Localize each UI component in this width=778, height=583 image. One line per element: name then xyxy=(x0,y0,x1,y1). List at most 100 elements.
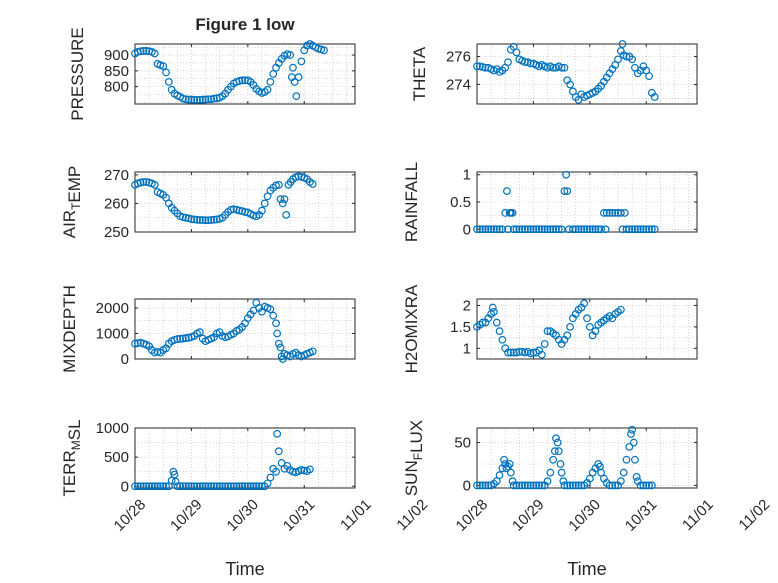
data-point xyxy=(473,62,481,71)
data-point xyxy=(650,93,659,101)
y-axis-label: MIXDEPTH xyxy=(60,285,79,373)
axes-frame xyxy=(134,171,356,233)
data-point xyxy=(176,482,185,491)
data-point xyxy=(532,225,541,234)
data-point xyxy=(187,95,196,104)
data-point xyxy=(207,482,216,491)
data-point xyxy=(577,225,586,234)
data-point xyxy=(260,199,269,208)
x-axis-label: Time xyxy=(567,559,606,579)
data-point xyxy=(198,216,207,224)
x-tick-label: 10/30 xyxy=(223,496,262,535)
data-point xyxy=(608,481,617,490)
data-point xyxy=(278,355,287,363)
data-point xyxy=(255,482,264,491)
data-point xyxy=(201,95,210,104)
data-point xyxy=(145,482,154,491)
data-point xyxy=(133,482,142,491)
data-point xyxy=(207,216,216,224)
axes-air-temp: 250 260 270 AIRTEMP xyxy=(60,166,356,241)
data-point xyxy=(504,58,512,67)
x-tick-label: 10/29 xyxy=(509,496,548,535)
data-point xyxy=(556,460,565,468)
data-point xyxy=(521,58,529,67)
data-point xyxy=(552,434,560,443)
data-point xyxy=(560,481,569,490)
data-point xyxy=(162,68,170,77)
data-point xyxy=(639,481,648,490)
data-point xyxy=(512,225,521,234)
data-point xyxy=(631,455,639,464)
y-tick-label: 2000 xyxy=(96,300,129,317)
data-point xyxy=(204,216,213,225)
data-point xyxy=(506,468,515,477)
y-axis-label: SUNFLUX xyxy=(402,420,426,496)
data-point xyxy=(195,95,204,104)
data-point xyxy=(273,429,282,438)
data-point xyxy=(518,481,527,490)
data-point xyxy=(574,225,583,234)
data-point xyxy=(232,482,241,491)
axes-frame xyxy=(134,298,356,360)
axes-frame xyxy=(134,427,356,489)
axes-mixdepth: 0 1000 2000 MIXDEPTH xyxy=(60,285,356,373)
x-tick-label: 10/31 xyxy=(622,496,661,535)
data-point xyxy=(201,482,210,491)
data-point xyxy=(521,225,529,234)
data-point xyxy=(639,225,648,234)
data-point xyxy=(504,225,512,234)
axes-rainfall: 0 0.5 1 RAINFALL xyxy=(402,162,698,242)
data-point xyxy=(226,482,235,491)
data-point xyxy=(195,216,204,224)
y-axis-label: TERRMSL xyxy=(60,419,84,496)
data-point xyxy=(506,348,515,357)
data-point xyxy=(266,305,275,314)
y-tick-label: 0 xyxy=(121,478,129,495)
data-point xyxy=(181,213,190,222)
data-point xyxy=(508,477,517,486)
y-tick-label: 2 xyxy=(463,297,471,314)
data-point xyxy=(618,40,627,48)
data-point xyxy=(139,178,148,186)
data-point xyxy=(224,482,232,491)
data-point xyxy=(601,225,610,234)
data-point xyxy=(549,63,558,72)
data-point xyxy=(614,55,622,64)
y-tick-label: 500 xyxy=(104,449,129,466)
data-point xyxy=(583,225,591,234)
data-point xyxy=(235,206,244,215)
data-point xyxy=(238,76,247,85)
data-point xyxy=(193,215,201,224)
data-point xyxy=(563,481,572,490)
data-point xyxy=(305,465,314,474)
data-point xyxy=(187,482,196,491)
data-point xyxy=(611,209,620,217)
data-point xyxy=(266,77,275,86)
data-point xyxy=(515,481,524,490)
data-point xyxy=(566,322,574,331)
data-point xyxy=(537,350,546,359)
data-point xyxy=(550,447,559,456)
data-point xyxy=(181,334,190,342)
y-tick-label: 274 xyxy=(446,76,471,93)
data-point xyxy=(198,482,207,491)
data-point xyxy=(276,195,285,204)
data-point xyxy=(557,63,566,72)
data-point xyxy=(619,468,628,477)
data-point xyxy=(190,482,199,491)
data-point xyxy=(490,307,498,316)
data-point xyxy=(243,482,252,491)
x-tick-label: 11/01 xyxy=(679,496,717,534)
data-point xyxy=(560,63,569,72)
data-point xyxy=(487,225,496,234)
data-point xyxy=(628,425,637,434)
data-point xyxy=(280,195,289,204)
data-point xyxy=(529,481,538,490)
data-point xyxy=(179,482,187,491)
data-point xyxy=(557,468,566,477)
data-point xyxy=(473,481,481,490)
x-tick-label: 10/30 xyxy=(565,496,604,535)
data-point xyxy=(492,477,501,486)
data-point xyxy=(633,225,642,234)
